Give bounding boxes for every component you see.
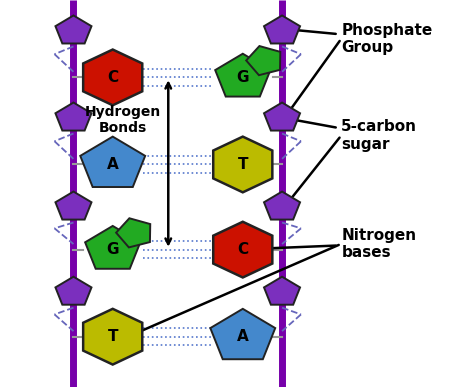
- Polygon shape: [80, 137, 145, 187]
- Text: T: T: [237, 157, 248, 172]
- Text: A: A: [107, 157, 118, 172]
- Polygon shape: [215, 54, 270, 97]
- Text: G: G: [237, 70, 249, 85]
- Polygon shape: [213, 137, 273, 192]
- Text: G: G: [107, 242, 119, 257]
- Text: Phosphate
Group: Phosphate Group: [290, 22, 433, 55]
- Text: A: A: [237, 329, 249, 344]
- Polygon shape: [55, 103, 91, 130]
- Text: C: C: [107, 70, 118, 85]
- Text: T: T: [108, 329, 118, 344]
- Polygon shape: [55, 15, 91, 43]
- Text: 5-carbon
sugar: 5-carbon sugar: [290, 117, 417, 152]
- Polygon shape: [246, 46, 280, 75]
- Polygon shape: [55, 277, 91, 305]
- Text: Hydrogen
Bonds: Hydrogen Bonds: [85, 105, 161, 135]
- Text: Nitrogen
bases: Nitrogen bases: [243, 228, 416, 260]
- Polygon shape: [116, 218, 150, 247]
- Polygon shape: [264, 103, 300, 130]
- Polygon shape: [264, 192, 300, 219]
- Polygon shape: [213, 222, 273, 277]
- Polygon shape: [83, 50, 142, 105]
- Text: C: C: [237, 242, 248, 257]
- Polygon shape: [83, 309, 142, 365]
- Polygon shape: [85, 226, 140, 269]
- Polygon shape: [264, 15, 300, 43]
- Polygon shape: [264, 277, 300, 305]
- Polygon shape: [55, 192, 91, 219]
- Polygon shape: [210, 309, 275, 359]
